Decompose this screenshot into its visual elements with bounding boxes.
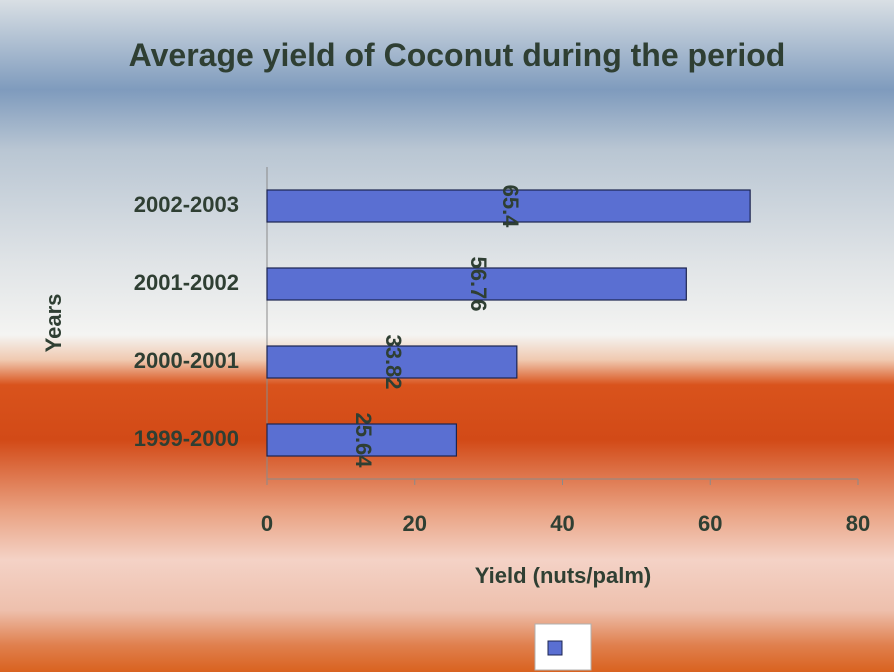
x-tick-label: 80 [846, 511, 870, 536]
y-tick-label: 1999-2000 [134, 426, 239, 451]
data-label: 33.82 [381, 334, 406, 389]
bar [266, 345, 518, 379]
data-label: 56.76 [466, 256, 491, 311]
bar [266, 423, 458, 457]
bar [266, 267, 687, 301]
chart-title: Average yield of Coconut during the peri… [128, 37, 786, 73]
y-tick-label: 2001-2002 [134, 270, 239, 295]
x-tick-label: 40 [550, 511, 574, 536]
x-tick-label: 20 [403, 511, 427, 536]
x-tick-label: 0 [261, 511, 273, 536]
y-tick-label: 2000-2001 [134, 348, 239, 373]
y-tick-label: 2002-2003 [134, 192, 239, 217]
x-axis-label: Yield (nuts/palm) [475, 563, 651, 588]
y-axis-label: Years [41, 294, 66, 353]
legend-swatch [547, 640, 563, 656]
legend-box [534, 623, 592, 671]
data-label: 65.4 [498, 185, 523, 229]
data-label: 25.64 [351, 412, 376, 468]
bar [266, 189, 751, 223]
x-tick-label: 60 [698, 511, 722, 536]
